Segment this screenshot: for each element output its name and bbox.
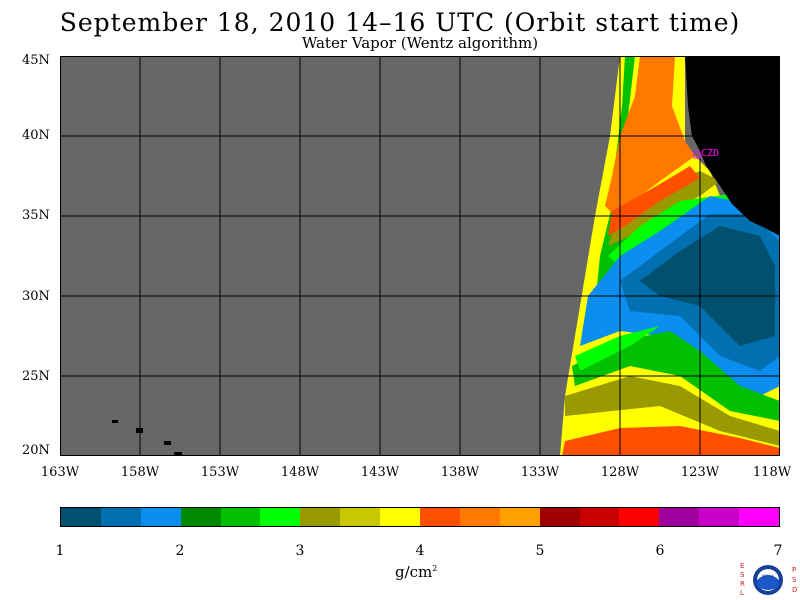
colorbar-segment — [180, 508, 221, 526]
swath-band-navy — [640, 226, 775, 346]
lon-label-123w: 123W — [680, 465, 720, 480]
map-title: September 18, 2010 14–16 UTC (Orbit star… — [59, 8, 741, 37]
logo-letter-left-1: E — [740, 562, 744, 570]
swath-band-orange-south — [562, 426, 780, 456]
logo-letter-left-4: L — [740, 589, 744, 597]
colorbar-tick-6: 6 — [655, 543, 665, 559]
colorbar-segment — [340, 508, 381, 526]
logo-letter-left-3: R — [740, 580, 745, 588]
colorbar-segment — [539, 508, 580, 526]
lat-label-20n: 20N — [22, 443, 50, 458]
lat-label-25n: 25N — [22, 369, 50, 384]
lon-label-153w: 153W — [200, 465, 240, 480]
colorbar-segment — [579, 508, 620, 526]
colorbar-segment — [300, 508, 341, 526]
colorbar-tick-4: 4 — [415, 543, 425, 559]
logo-letter-left-2: S — [740, 571, 745, 579]
colorbar-unit: g/cm2 — [395, 563, 437, 581]
colorbar-segment — [499, 508, 540, 526]
colorbar-segment — [380, 508, 421, 526]
colorbar-segment — [420, 508, 460, 526]
grid-lines — [60, 56, 780, 456]
lon-label-163w: 163W — [40, 465, 80, 480]
map-frame — [60, 56, 780, 456]
colorbar-segment — [459, 508, 500, 526]
lon-label-128w: 128W — [600, 465, 640, 480]
colorbar-segment — [739, 508, 780, 526]
colorbar-tick-5: 5 — [535, 543, 545, 559]
colorbar-segment — [699, 508, 740, 526]
colorbar-segment — [619, 508, 660, 526]
lat-label-40n: 40N — [22, 128, 50, 143]
colorbar-unit-sup: 2 — [432, 564, 438, 573]
land-north-america — [685, 56, 780, 236]
station-label: CZD — [701, 148, 719, 159]
lon-label-158w: 158W — [120, 465, 160, 480]
logo-center-text: NOAA — [762, 574, 774, 579]
colorbar-segment — [220, 508, 261, 526]
map-subtitle: Water Vapor (Wentz algorithm) — [301, 34, 539, 52]
colorbar-tick-7: 7 — [773, 543, 783, 559]
lon-label-133w: 133W — [520, 465, 560, 480]
logo-letter-right-1: P — [792, 566, 796, 574]
colorbar — [60, 507, 780, 527]
lat-label-35n: 35N — [22, 208, 50, 223]
swath-band-olive-south — [565, 376, 780, 446]
lat-label-45n: 45N — [22, 53, 50, 68]
colorbar-tick-1: 1 — [55, 543, 65, 559]
lon-label-143w: 143W — [360, 465, 400, 480]
colorbar-segment — [659, 508, 700, 526]
swath-band-green-south — [572, 331, 780, 421]
swath-band-lime-south — [575, 326, 660, 371]
colorbar-segment — [260, 508, 301, 526]
swath-band-orange-mid — [608, 166, 700, 236]
colorbar-segment — [140, 508, 181, 526]
noaa-esrl-psd-logo: E S R L P S D NOAA — [740, 562, 797, 597]
lon-label-118w: 118W — [752, 465, 792, 480]
lon-label-138w: 138W — [440, 465, 480, 480]
colorbar-unit-text: g/cm — [395, 563, 433, 581]
lat-label-30n: 30N — [22, 289, 50, 304]
colorbar-tick-3: 3 — [295, 543, 305, 559]
colorbar-tick-2: 2 — [175, 543, 185, 559]
logo-letter-right-2: S — [792, 576, 797, 584]
swath-band-olive-north — [608, 171, 720, 246]
colorbar-segment — [61, 508, 101, 526]
logo-letter-right-3: D — [792, 586, 797, 594]
station-marker-czd: CZD — [693, 148, 719, 159]
colorbar-segment — [100, 508, 141, 526]
lon-label-148w: 148W — [280, 465, 320, 480]
water-vapor-map: CZD — [60, 56, 780, 456]
